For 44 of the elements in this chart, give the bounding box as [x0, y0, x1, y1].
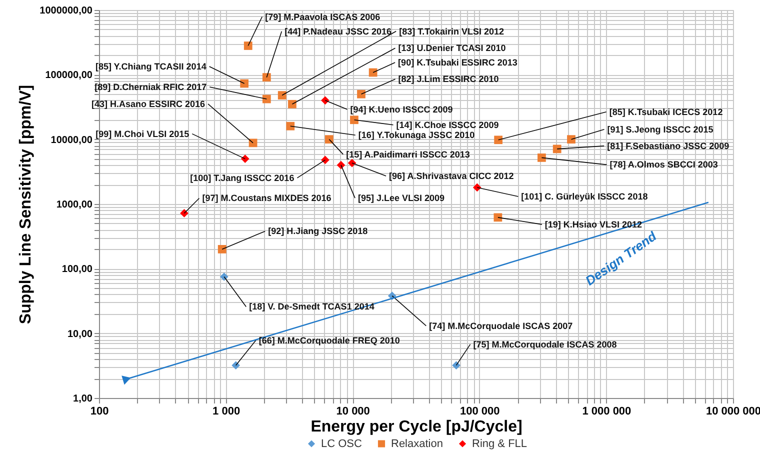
annotation: [81] F.Sebastiano JSSC 2009	[607, 140, 730, 151]
annotation: [85] K.Tsubaki ICECS 2012	[609, 106, 723, 117]
legend-label: Ring & FLL	[472, 438, 528, 450]
x-tick-label: 100 000	[460, 406, 500, 418]
annotation: [100] T.Jang ISSCC 2016	[190, 172, 294, 183]
y-tick-label: 1,00	[73, 394, 93, 404]
y-tick-label: 10,00	[67, 328, 93, 340]
x-axis-title: Energy per Cycle [pJ/Cycle]	[310, 418, 522, 436]
annotation: [95] J.Lee VLSI 2009	[358, 193, 445, 204]
annotation: [96] A.Shrivastava CICC 2012	[389, 171, 514, 182]
annotation: [79] M.Paavola ISCAS 2006	[265, 12, 380, 22]
annotation: [101] C. Gürleyük ISSCC 2018	[521, 191, 648, 202]
annotation: [44] P.Nadeau JSSC 2016	[284, 26, 392, 36]
y-tick-label: 100,00	[62, 264, 93, 276]
annotation: [99] M.Choi VLSI 2015	[96, 128, 190, 139]
annotation: [66] M.McCorquodale FREQ 2010	[258, 335, 400, 346]
legend-label: LC OSC	[321, 438, 362, 450]
annotation: [85] Y.Chiang TCASII 2014	[95, 62, 206, 72]
x-tick-label: 100	[90, 406, 109, 418]
y-tick-label: 10000,00	[50, 134, 93, 146]
annotation: [97] M.Coustans MIXDES 2016	[202, 193, 332, 204]
annotation: [75] M.McCorquodale ISCAS 2008	[473, 339, 617, 350]
x-tick-label: 1 000	[212, 406, 240, 418]
y-tick-label: 100000,00	[45, 70, 93, 82]
annotation: [92] H.Jiang JSSC 2018	[268, 226, 368, 236]
annotation: [82] J.Lim ESSIRC 2010	[398, 74, 499, 84]
annotation: [13] U.Denier TCASI 2010	[398, 43, 506, 54]
annotation: [15] A.Paidimarri ISSCC 2013	[346, 149, 470, 160]
x-tick-label: 10 000	[336, 406, 370, 418]
annotation: [43] H.Asano ESSIRC 2016	[91, 98, 206, 109]
x-tick-label: 1 000 000	[582, 406, 632, 418]
annotation: [78] A.Olmos SBCCI 2003	[610, 160, 718, 170]
legend-label: Relaxation	[391, 438, 443, 450]
annotation: [16] Y.Tokunaga JSSC 2010	[358, 130, 475, 140]
annotation: [14] K.Choe ISSCC 2009	[396, 120, 499, 130]
annotation: [90] K.Tsubaki ESSIRC 2013	[398, 58, 518, 68]
y-axis-title: Supply Line Sensitivity [ppm/V]	[18, 84, 35, 324]
annotation: [74] M.McCorquodale ISCAS 2007	[429, 320, 573, 331]
y-tick-label: 1000000,00	[40, 6, 93, 16]
annotation: [83] T.Tokairin VLSI 2012	[399, 26, 504, 36]
y-tick-label: 1000,00	[56, 200, 93, 210]
annotation: [89] D.Cherniak RFIC 2017	[94, 82, 207, 92]
annotation: [94] K.Ueno ISSCC 2009	[350, 104, 453, 114]
annotation: [91] S.Jeong ISSCC 2015	[607, 124, 714, 134]
